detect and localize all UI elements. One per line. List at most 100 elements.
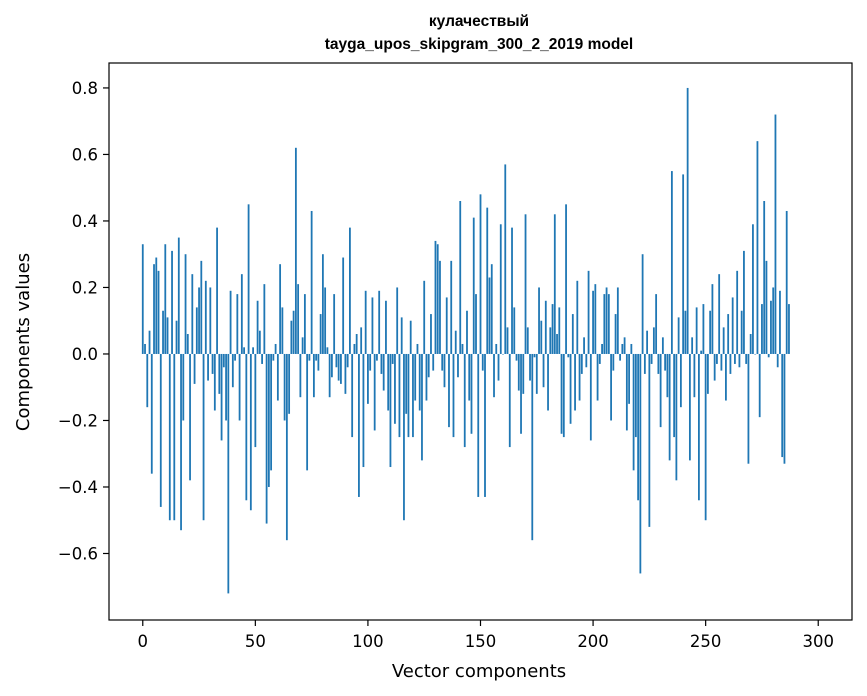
bar [661,337,664,354]
bar [306,353,309,471]
x-tick-label: 300 [802,632,834,651]
bar [439,260,441,354]
bar [540,320,543,354]
bar [202,353,205,521]
bar [655,294,658,354]
bar [515,353,518,361]
bar [754,353,757,355]
bar [319,314,322,354]
bar [776,353,779,368]
bar [146,353,149,408]
bar [256,300,259,354]
bar [700,350,703,354]
bar [774,114,777,354]
bar [434,240,437,354]
bar [740,310,743,354]
bar [333,294,336,354]
bar [216,227,218,354]
bar [756,141,759,354]
bar [270,353,273,471]
bar [303,294,306,354]
bar [580,353,583,374]
bar [247,204,250,354]
bar [317,353,320,371]
bar [279,264,282,354]
bar [367,353,369,404]
bar [445,297,448,354]
bar [779,290,781,354]
bar [783,353,786,464]
bar [324,287,327,354]
bar [468,353,471,401]
bar [702,304,705,354]
bar [186,334,189,354]
chart-subtitle: tayga_upos_skipgram_300_2_2019 model [325,36,633,53]
bar [391,353,394,364]
bar [673,353,676,438]
bar [267,353,270,487]
bar [166,317,169,354]
bar [403,353,405,521]
bar [596,353,599,401]
bar [254,353,257,448]
x-tick-label: 0 [138,632,149,651]
bar [565,204,567,354]
bar [770,300,772,354]
bar [200,260,203,354]
bar [558,307,561,354]
bar [652,327,655,354]
bar [315,353,318,361]
bar [288,353,291,414]
bar [589,353,592,441]
bar [452,353,455,438]
bar [265,353,268,524]
bar [727,314,730,354]
bar [225,353,227,421]
bar [407,353,410,438]
bar [686,87,689,354]
bar [666,353,669,398]
bar [612,353,615,371]
bar [443,353,446,388]
bar [171,250,173,354]
bar [301,337,304,354]
bar [416,343,419,354]
bar [709,310,712,354]
bar [175,320,178,354]
bar [436,244,439,354]
bar [646,330,649,354]
bar [637,353,640,501]
bar [335,353,338,368]
bar [362,353,365,468]
bar [218,353,221,394]
bar [234,353,236,361]
bar [360,327,363,354]
bar [191,274,194,354]
bar [634,353,637,438]
bar [729,353,732,374]
bar [648,353,651,527]
bar [526,327,529,354]
bar [641,254,644,354]
bar [312,353,315,398]
bar [477,353,480,497]
bar [538,287,540,354]
bar [517,353,520,391]
bar [781,353,784,458]
bar [162,310,164,354]
bar [610,353,612,421]
bar [369,353,372,371]
bar [261,353,263,364]
bar [747,353,750,464]
bar [544,300,547,354]
bar [450,260,453,354]
bar [632,353,635,471]
bar [598,353,601,364]
bar [382,353,385,391]
y-tick-label: 0.6 [72,145,98,164]
bar [344,353,347,394]
bar [535,353,538,394]
bar [245,353,248,501]
bar [157,270,160,354]
bar [441,353,444,371]
